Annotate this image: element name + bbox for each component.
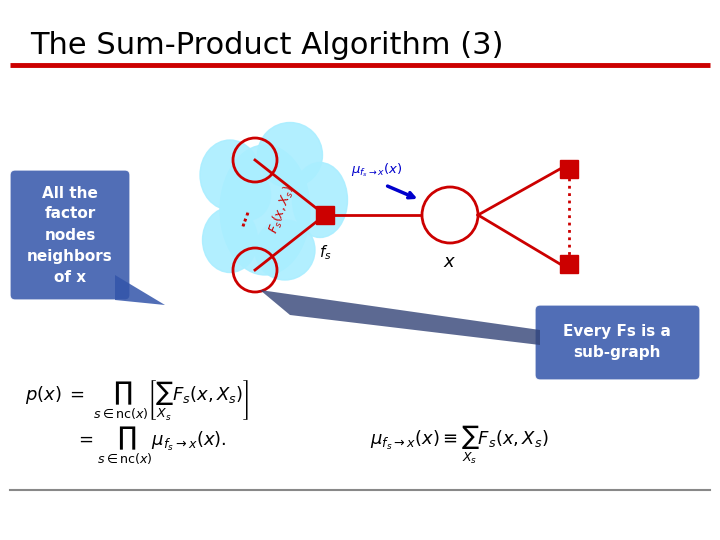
Ellipse shape	[225, 170, 271, 220]
Text: $\mu_{f_s \to x}(x)$: $\mu_{f_s \to x}(x)$	[351, 161, 403, 179]
Ellipse shape	[292, 163, 348, 238]
Bar	[560, 160, 578, 178]
FancyBboxPatch shape	[535, 305, 700, 380]
FancyBboxPatch shape	[10, 170, 130, 300]
Text: The Sum-Product Algorithm (3): The Sum-Product Algorithm (3)	[30, 30, 503, 59]
Text: $p(x) \;=\; \prod_{s \in \mathrm{nc}(x)} \left[ \sum_{X_s} F_s(x, X_s) \right]$: $p(x) \;=\; \prod_{s \in \mathrm{nc}(x)}…	[25, 378, 249, 422]
Ellipse shape	[200, 140, 260, 210]
Text: $= \prod_{s \in \mathrm{nc}(x)} \mu_{f_s \to x}(x).$: $= \prod_{s \in \mathrm{nc}(x)} \mu_{f_s…	[75, 424, 227, 466]
Text: ···: ···	[235, 206, 258, 230]
Polygon shape	[115, 275, 165, 305]
Ellipse shape	[202, 207, 258, 273]
Text: $F_s(x, X_s)$: $F_s(x, X_s)$	[266, 184, 298, 237]
Text: $\mu_{f_s \to x}(x) \equiv \sum_{X_s} F_s(x, X_s)$: $\mu_{f_s \to x}(x) \equiv \sum_{X_s} F_…	[370, 424, 549, 467]
Bar	[560, 255, 578, 273]
Text: All the
factor
nodes
neighbors
of x: All the factor nodes neighbors of x	[27, 186, 113, 285]
Text: $x$: $x$	[444, 253, 456, 271]
Ellipse shape	[258, 123, 323, 187]
Ellipse shape	[220, 145, 310, 275]
Ellipse shape	[255, 220, 315, 280]
Bar	[316, 206, 334, 224]
Polygon shape	[260, 290, 540, 345]
Text: Every Fs is a
sub-graph: Every Fs is a sub-graph	[563, 324, 671, 360]
Text: $f_s$: $f_s$	[319, 243, 331, 262]
